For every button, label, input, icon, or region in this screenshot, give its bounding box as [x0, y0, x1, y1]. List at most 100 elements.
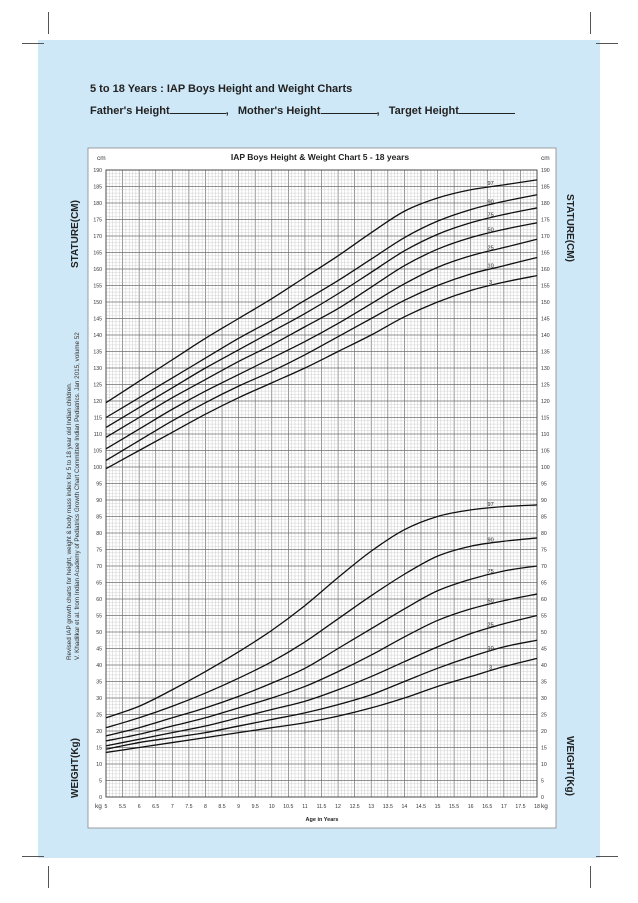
- y-tick-label-right: 175: [541, 218, 550, 224]
- y-tick-label-right: 25: [541, 713, 547, 719]
- y-tick-label-left: 135: [93, 350, 102, 356]
- y-tick-label-right: 85: [541, 515, 547, 521]
- y-tick-label-right: 15: [541, 746, 547, 752]
- y-tick-label-left: 130: [93, 366, 102, 372]
- y-unit-bottom-right: kg: [541, 803, 548, 810]
- weight-curve-p75: [105, 565, 538, 737]
- chart-title: IAP Boys Height & Weight Chart 5 - 18 ye…: [231, 152, 410, 162]
- y-tick-label-left: 20: [96, 729, 102, 735]
- y-tick-label-right: 180: [541, 201, 550, 207]
- height-curve-p25: [105, 238, 538, 450]
- y-tick-label-right: 145: [541, 317, 550, 323]
- fathers-height-blank[interactable]: [169, 103, 226, 114]
- mothers-height-label: Mother's Height: [237, 105, 321, 117]
- x-tick-label: 8.5: [218, 804, 225, 810]
- y-tick-label-right: 155: [541, 284, 550, 290]
- x-tick-label: 6.5: [152, 804, 159, 810]
- x-tick-label: 9: [237, 804, 240, 810]
- y-tick-label-right: 135: [541, 350, 550, 356]
- y-tick-label-right: 160: [541, 267, 550, 273]
- y-tick-label-left: 55: [96, 614, 102, 620]
- y-tick-label-left: 50: [96, 630, 102, 636]
- y-tick-label-left: 155: [93, 284, 102, 290]
- height-percentile-label: 3: [489, 280, 492, 286]
- crop-mark: [48, 866, 49, 888]
- y-tick-label-right: 30: [541, 696, 547, 702]
- x-tick-label: 17: [501, 804, 507, 810]
- x-tick-label: 9.5: [252, 804, 259, 810]
- y-tick-label-left: 45: [96, 647, 102, 653]
- y-tick-label-left: 145: [93, 317, 102, 323]
- x-tick-label: 12: [335, 804, 341, 810]
- y-tick-label-right: 10: [541, 762, 547, 768]
- x-tick-label: 13: [368, 804, 374, 810]
- y-tick-label-left: 190: [93, 168, 102, 174]
- x-tick-label: 12.5: [350, 804, 360, 810]
- crop-mark: [48, 12, 49, 34]
- x-tick-label: 8: [204, 804, 207, 810]
- y-tick-label-left: 35: [96, 680, 102, 686]
- y-tick-label-right: 185: [541, 185, 550, 191]
- y-tick-label-left: 160: [93, 267, 102, 273]
- y-tick-label-right: 65: [541, 581, 547, 587]
- y-tick-label-right: 165: [541, 251, 550, 257]
- x-tick-label: 6: [138, 804, 141, 810]
- x-tick-label: 5.5: [119, 804, 126, 810]
- y-tick-label-left: 30: [96, 696, 102, 702]
- crop-mark: [590, 12, 591, 34]
- x-tick-label: 17.5: [515, 804, 525, 810]
- x-tick-label: 7: [171, 804, 174, 810]
- y-tick-label-left: 165: [93, 251, 102, 257]
- y-tick-label-right: 45: [541, 647, 547, 653]
- y-tick-label-left: 185: [93, 185, 102, 191]
- y-tick-label-left: 125: [93, 383, 102, 389]
- target-height-label: Target Height: [388, 105, 459, 117]
- chart-panel: [87, 147, 557, 829]
- y-tick-label-right: 130: [541, 366, 550, 372]
- y-tick-label-left: 85: [96, 515, 102, 521]
- y-tick-label-left: 10: [96, 762, 102, 768]
- x-tick-label: 10.5: [283, 804, 293, 810]
- y-tick-label-right: 90: [541, 498, 547, 504]
- y-tick-label-left: 110: [94, 432, 102, 438]
- y-tick-label-right: 120: [541, 399, 550, 405]
- height-curve-p10: [105, 256, 538, 461]
- height-percentile-label: 25: [488, 246, 494, 252]
- crop-mark: [590, 866, 591, 888]
- crop-mark: [22, 43, 44, 44]
- height-curve-p3: [105, 274, 538, 470]
- y-tick-label-left: 170: [93, 234, 102, 240]
- y-tick-label-left: 105: [93, 449, 102, 455]
- y-tick-label-right: 150: [541, 300, 550, 306]
- y-tick-label-left: 40: [96, 663, 102, 669]
- x-tick-label: 13.5: [383, 804, 393, 810]
- x-tick-label: 14.5: [416, 804, 426, 810]
- y-tick-label-left: 120: [93, 399, 102, 405]
- weight-percentile-label: 97: [488, 502, 494, 508]
- y-unit-right: cm: [541, 155, 550, 162]
- y-tick-label-right: 80: [541, 531, 547, 537]
- weight-percentile-label: 75: [488, 569, 494, 575]
- y-tick-label-left: 90: [96, 498, 102, 504]
- y-tick-label-right: 190: [541, 168, 550, 174]
- crop-mark: [596, 43, 618, 44]
- y-tick-label-left: 25: [96, 713, 102, 719]
- y-tick-label-right: 70: [541, 564, 547, 570]
- mothers-height-blank[interactable]: [320, 103, 377, 114]
- y-tick-label-left: 150: [93, 300, 102, 306]
- y-tick-label-right: 55: [541, 614, 547, 620]
- height-percentile-label: 90: [488, 199, 494, 205]
- weight-curve-p3: [105, 657, 538, 754]
- y-tick-label-right: 50: [541, 630, 547, 636]
- y-tick-label-right: 0: [541, 795, 544, 801]
- target-height-blank[interactable]: [458, 103, 515, 114]
- curves: 3 10 25 50 75 90 97 3 10 25 50 75 90 97: [105, 179, 538, 754]
- weight-curve-p97: [105, 504, 538, 719]
- height-curve-p90: [105, 194, 538, 419]
- y-tick-label-right: 110: [541, 432, 549, 438]
- x-tick-label: 7.5: [185, 804, 192, 810]
- height-percentile-label: 50: [488, 227, 494, 233]
- y-tick-label-left: 0: [99, 795, 102, 801]
- weight-curve-p50: [105, 593, 538, 742]
